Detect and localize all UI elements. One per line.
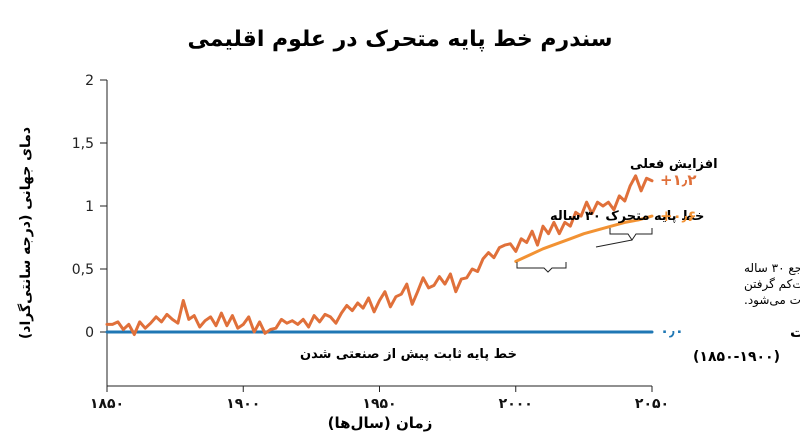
x-tick-label: ۱۹۰۰ (226, 396, 260, 412)
note-line-3: گرمایش طولانی‌مدت می‌شود. (744, 293, 800, 308)
series-moving-baseline (514, 214, 654, 263)
x-tick-label: ۲۰۵۰ (635, 396, 669, 412)
moving-baseline-label: خط پایه متحرک ۳۰ ساله (550, 209, 704, 224)
chart-title: سندرم خط پایه متحرک در علوم اقلیمی (187, 27, 612, 52)
brace-left (516, 262, 567, 273)
y-ticks: 0 0,5 1 1,5 2 (72, 73, 107, 341)
brace-right (609, 228, 653, 241)
note-line-1: تغییر نقطه مرجع ۳۰ ساله (744, 261, 800, 276)
y-tick-label: 1 (85, 199, 94, 215)
end-label-moving-baseline: +۰٫۶ (660, 207, 697, 225)
x-tick-label: ۲۰۰۰ (499, 396, 533, 412)
note-line-2: منجر به دست‌کم گرفتن (744, 277, 800, 292)
end-label-fixed-baseline: ۰٫۰ (660, 322, 684, 340)
x-axis-label: زمان (سال‌ها) (328, 414, 433, 432)
x-tick-label: ۱۸۵۰ (90, 396, 124, 412)
x-tick-label: ۱۹۵۰ (362, 396, 396, 412)
fixed-baseline-title: خط پایه ثابت (790, 323, 800, 342)
y-tick-label: 0 (85, 325, 94, 341)
fixed-baseline-period: (۱۸۵۰-۱۹۰۰) (693, 349, 780, 365)
current-rise-label: افزایش فعلی (630, 157, 718, 172)
end-label-current-rise: +۱٫۲ (660, 171, 697, 189)
series-current-rise (105, 174, 654, 336)
y-tick-label: 0,5 (72, 262, 94, 278)
y-tick-label: 1,5 (72, 136, 94, 152)
baseline-braces (516, 228, 653, 273)
preindustrial-label: خط پایه ثابت پیش از صنعتی شدن (300, 347, 517, 362)
axes (106, 80, 652, 387)
series-group (105, 174, 654, 336)
y-axis-label: دمای جهانی (درجه سانتی‌گراد) (17, 127, 34, 339)
y-tick-label: 2 (85, 73, 94, 89)
x-ticks: ۱۸۵۰ ۱۹۰۰ ۱۹۵۰ ۲۰۰۰ ۲۰۵۰ (90, 386, 669, 412)
annotation-leader (595, 239, 633, 248)
